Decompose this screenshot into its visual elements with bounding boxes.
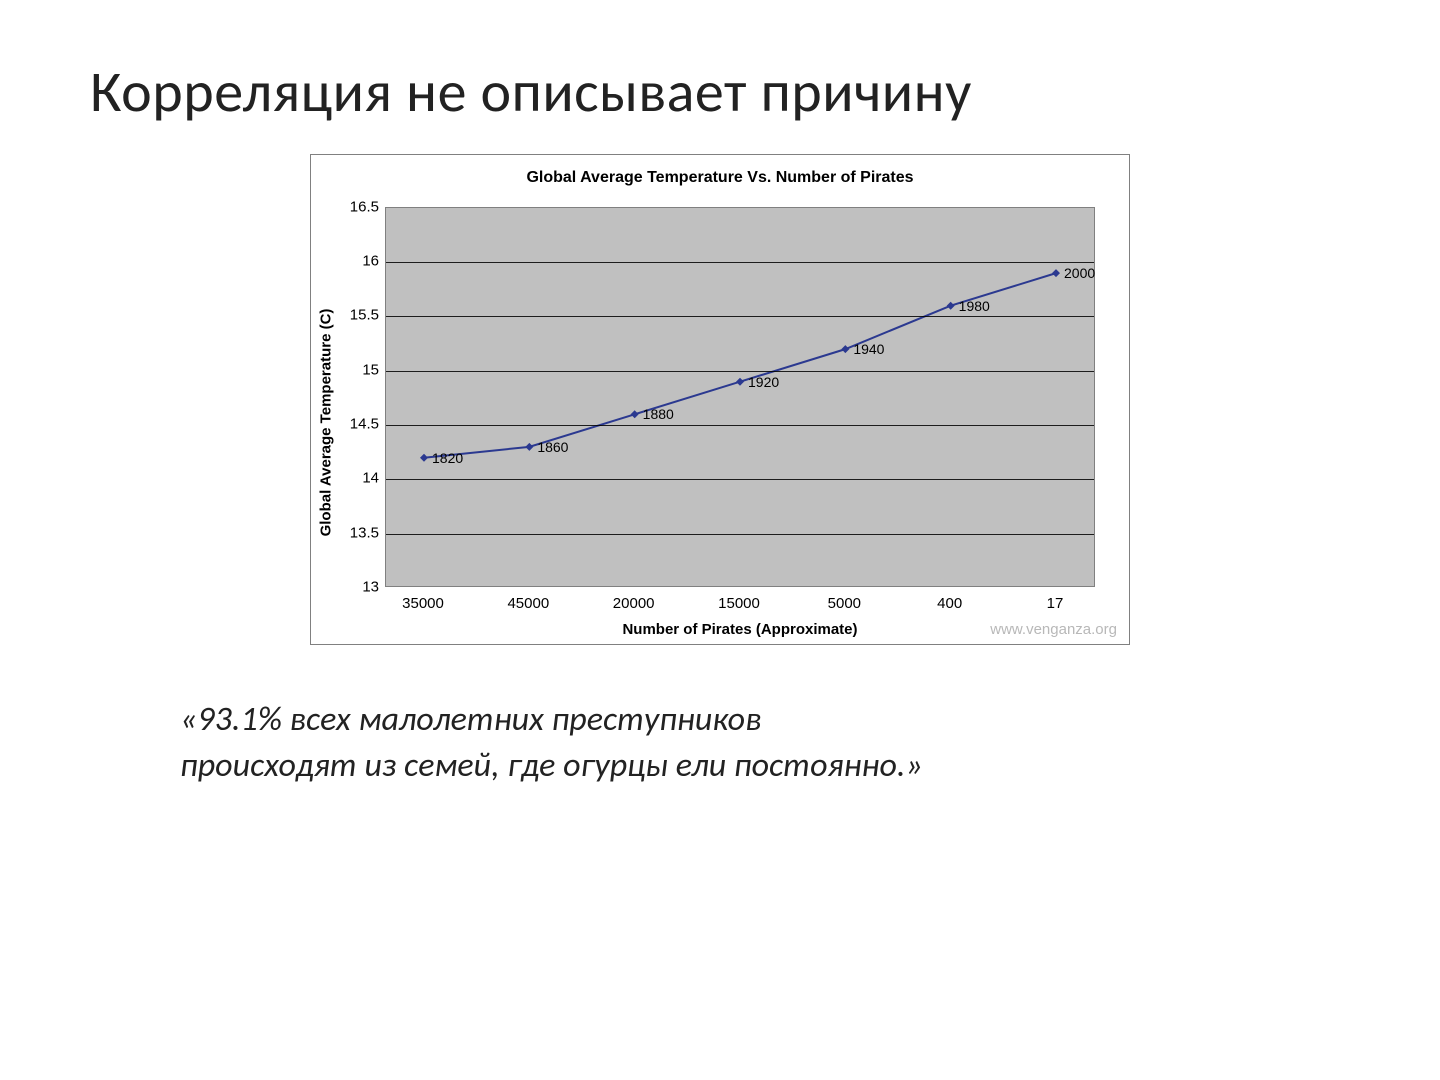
chart-frame: Global Average Temperature Vs. Number of… xyxy=(310,154,1130,645)
data-marker xyxy=(631,410,639,418)
chart-body: Global Average Temperature (C) 13 13.5 14 1… xyxy=(311,207,1129,638)
y-tick-label: 13 xyxy=(362,578,379,595)
data-label: 1860 xyxy=(537,439,568,455)
data-marker xyxy=(736,378,744,386)
y-tick-label: 14 xyxy=(362,470,379,487)
data-marker xyxy=(841,345,849,353)
y-tick-label: 15 xyxy=(362,361,379,378)
y-axis-title-wrap: Global Average Temperature (C) xyxy=(311,207,341,638)
y-axis-title: Global Average Temperature (C) xyxy=(318,308,335,536)
gridline xyxy=(386,262,1094,263)
x-tick-label: 5000 xyxy=(828,595,861,612)
plot-area: 1820 1860 1880 1920 1940 1980 2000 xyxy=(385,207,1095,587)
y-tick-label: 13.5 xyxy=(350,524,379,541)
y-axis-ticks: 1313.51414.51515.51616.5 xyxy=(341,207,385,587)
chart-svg xyxy=(386,208,1094,586)
data-marker xyxy=(420,454,428,462)
x-tick-label: 35000 xyxy=(402,595,444,612)
y-tick-label: 14.5 xyxy=(350,415,379,432)
quote-line-1: «93.1% всех малолетних преступников xyxy=(180,699,761,740)
x-tick-label: 15000 xyxy=(718,595,760,612)
gridline xyxy=(386,371,1094,372)
y-tick-label: 16 xyxy=(362,253,379,270)
plot-column: 1820 1860 1880 1920 1940 1980 2000 35000 45000 2… xyxy=(385,207,1129,638)
data-label: 2000 xyxy=(1064,265,1095,281)
data-label: 1980 xyxy=(959,298,990,314)
gridline xyxy=(386,479,1094,480)
gridline xyxy=(386,534,1094,535)
y-tick-label: 15.5 xyxy=(350,307,379,324)
gridline xyxy=(386,425,1094,426)
chart-title: Global Average Temperature Vs. Number of… xyxy=(311,169,1129,187)
x-axis-title: Number of Pirates (Approximate) xyxy=(385,621,1095,638)
slide: Корреляция не описывает причину Global A… xyxy=(0,0,1440,1080)
data-marker xyxy=(525,443,533,451)
gridline xyxy=(386,316,1094,317)
x-tick-label: 400 xyxy=(937,595,962,612)
quote: «93.1% всех малолетних преступников прои… xyxy=(180,697,1280,789)
data-label: 1880 xyxy=(643,406,674,422)
slide-title: Корреляция не описывает причину xyxy=(90,60,1350,124)
quote-line-2: происходят из семей, где огурцы ели пост… xyxy=(180,745,923,786)
data-label: 1920 xyxy=(748,374,779,390)
x-tick-label: 20000 xyxy=(613,595,655,612)
data-marker xyxy=(1052,269,1060,277)
y-tick-label: 16.5 xyxy=(350,198,379,215)
x-tick-label: 45000 xyxy=(507,595,549,612)
data-label: 1940 xyxy=(853,341,884,357)
x-axis-ticks: 35000 45000 20000 15000 5000 400 17 xyxy=(385,595,1095,615)
data-label: 1820 xyxy=(432,450,463,466)
x-tick-label: 17 xyxy=(1047,595,1064,612)
watermark: www.venganza.org xyxy=(990,621,1117,638)
data-marker xyxy=(947,302,955,310)
